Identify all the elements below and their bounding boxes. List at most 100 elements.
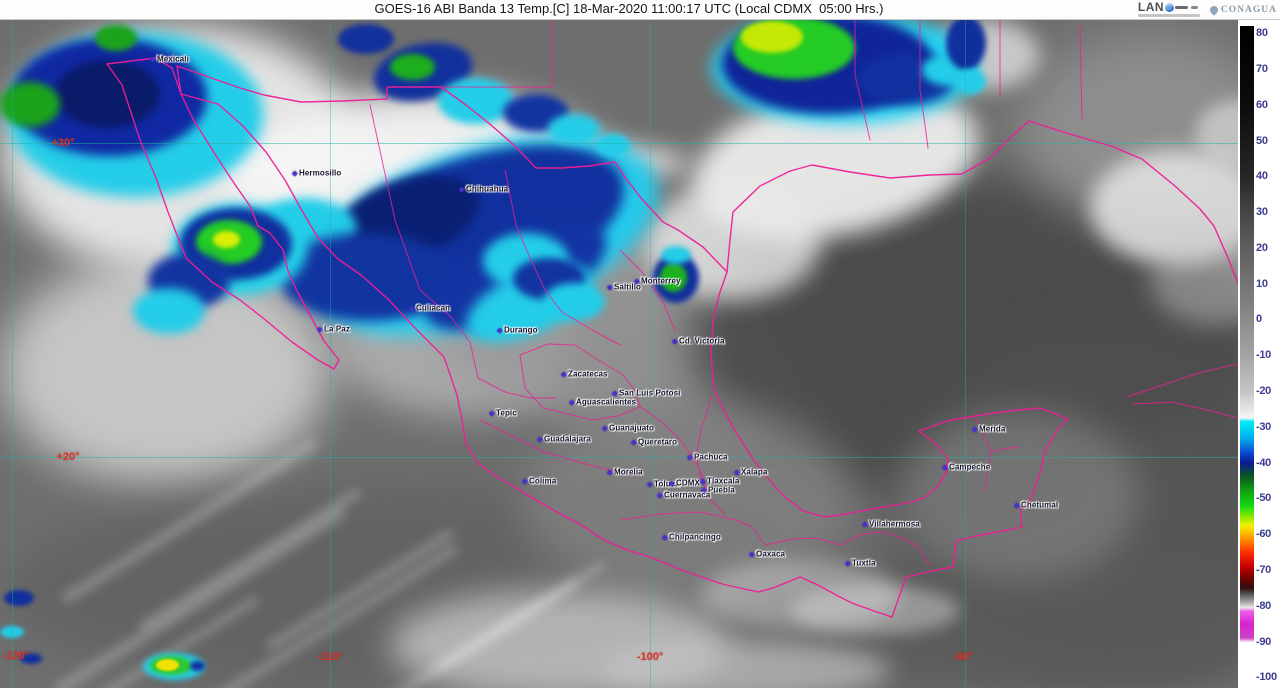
city-marker-icon xyxy=(972,426,978,432)
city-marker-icon xyxy=(612,390,618,396)
city-label: Oaxaca xyxy=(756,549,786,559)
city-puebla: Puebla xyxy=(701,486,735,495)
city-zacatecas: Zacatecas xyxy=(561,369,608,379)
city-guanajuato: Guanajuato xyxy=(602,423,655,433)
cloud-blob xyxy=(790,585,960,635)
boundary-lines xyxy=(106,19,1238,618)
city-marker-icon xyxy=(749,551,755,557)
city-marker-icon xyxy=(561,371,567,377)
city-marker-icon xyxy=(292,170,298,176)
cloud-blob xyxy=(1090,150,1238,265)
city-label: Zacatecas xyxy=(568,369,608,379)
colorbar-tick: 10 xyxy=(1256,277,1268,290)
city-label: Saltillo xyxy=(614,282,642,292)
city-pachuca: Pachuca xyxy=(687,452,728,462)
logo-group: LAN CONAGUA xyxy=(1137,0,1277,19)
city-label: Pachuca xyxy=(694,452,728,462)
lanot-dash-icon xyxy=(1191,6,1199,9)
city-marker-icon xyxy=(672,338,678,344)
city-label: Tepic xyxy=(496,408,517,418)
title-bar: GOES-16 ABI Banda 13 Temp.[C] 18-Mar-202… xyxy=(0,0,1280,20)
conagua-text: CONAGUA xyxy=(1220,4,1277,15)
city-hermosillo: Hermosillo xyxy=(292,168,342,178)
colorbar-panel: 80 70 60 50 40 30 20 10 0 -10 -20 -30 -40 -50 -60 -70 -8… xyxy=(1238,0,1280,688)
lanot-subtext-line xyxy=(1137,14,1200,17)
city-chihuahua: Chihuahua xyxy=(459,184,509,194)
cloud-blob xyxy=(520,400,850,600)
city-villahermosa: Villahermosa xyxy=(862,520,920,529)
colorbar-tick: 20 xyxy=(1256,241,1268,254)
city-label: Chihuahua xyxy=(466,184,509,194)
city-chilpancingo: Chilpancingo xyxy=(662,532,721,542)
city-marker-icon xyxy=(662,534,668,540)
city-label: Hermosillo xyxy=(299,168,342,178)
cuba-coastline xyxy=(1126,363,1238,419)
city-label: Culiacan xyxy=(416,303,451,313)
globe-icon xyxy=(1165,2,1175,12)
city-label: Tlaxcala xyxy=(707,476,740,486)
cloud-blob xyxy=(741,21,803,53)
colorbar-tick: 0 xyxy=(1256,313,1262,326)
cloud-blob xyxy=(661,246,691,264)
cloud-blob xyxy=(700,560,900,630)
city-cd-victoria: Cd. Victoria xyxy=(672,337,725,346)
city-label: CDMX xyxy=(676,478,700,488)
colorbar-tick: -50 xyxy=(1256,492,1271,505)
page-title: GOES-16 ABI Banda 13 Temp.[C] 18-Mar-202… xyxy=(374,1,884,16)
city-label: Campeche xyxy=(949,462,991,472)
city-marker-icon xyxy=(700,478,706,484)
city-marker-icon xyxy=(942,464,948,470)
city-marker-icon xyxy=(607,469,613,475)
city-marker-icon xyxy=(1014,502,1020,508)
city-marker-icon xyxy=(631,439,637,445)
cloud-blob xyxy=(600,640,890,688)
longitude-gridline xyxy=(12,19,13,688)
city-guadalajara: Guadalajara xyxy=(537,434,591,444)
city-cuernavaca: Cuernavaca xyxy=(657,490,711,500)
city-label: Tuxtla xyxy=(852,558,876,568)
colorbar-tick: 60 xyxy=(1256,98,1268,111)
city-marker-icon xyxy=(150,56,156,62)
coordinate-label: -100° xyxy=(636,651,664,663)
city-label: Queretaro xyxy=(638,437,678,447)
city-marker-icon xyxy=(607,284,613,290)
lanot-dash-icon xyxy=(1175,6,1189,9)
cloud-blob xyxy=(390,54,435,80)
colorbar-tick: -60 xyxy=(1256,528,1271,541)
city-label: Merida xyxy=(979,424,1006,434)
city-label: Guadalajara xyxy=(544,434,591,444)
city-saltillo: Saltillo xyxy=(607,282,642,292)
city-aguascalientes: Aguascalientes xyxy=(569,398,636,407)
city-marker-icon xyxy=(657,492,663,498)
city-label: Chilpancingo xyxy=(669,532,721,542)
lanot-text: LAN xyxy=(1137,0,1165,15)
cloud-blob xyxy=(438,78,514,124)
colorbar-tick: 80 xyxy=(1256,27,1268,40)
city-label: Cuernavaca xyxy=(664,490,711,500)
longitude-gridline xyxy=(330,19,331,688)
colorbar-tick: -90 xyxy=(1256,635,1271,648)
colorbar-tick: -80 xyxy=(1256,599,1271,612)
city-marker-icon xyxy=(522,478,528,484)
cloud-blob xyxy=(596,134,630,156)
colorbar-tick: 50 xyxy=(1256,134,1268,147)
cloud-blob xyxy=(20,653,42,664)
cloud-blob xyxy=(660,263,687,292)
city-mexicali: Mexicali xyxy=(150,54,189,64)
colorbar-gradient xyxy=(1240,26,1254,681)
cloud-blob xyxy=(900,410,1140,580)
latitude-gridline xyxy=(0,143,1238,144)
city-label: Guanajuato xyxy=(609,423,655,433)
city-campeche: Campeche xyxy=(942,462,991,472)
city-label: Mexicali xyxy=(157,54,189,64)
cloud-blob xyxy=(95,25,137,51)
city-marker-icon xyxy=(687,454,693,460)
coordinate-label: +20° xyxy=(56,451,80,463)
lanot-logo: LAN xyxy=(1137,0,1200,17)
city-marker-icon xyxy=(489,410,495,416)
cloud-blob xyxy=(156,659,179,671)
city-marker-icon xyxy=(862,521,868,527)
colorbar-tick: -100 xyxy=(1256,671,1277,684)
city-xalapa: Xalapa xyxy=(734,468,767,477)
city-tlaxcala: Tlaxcala xyxy=(700,476,740,486)
